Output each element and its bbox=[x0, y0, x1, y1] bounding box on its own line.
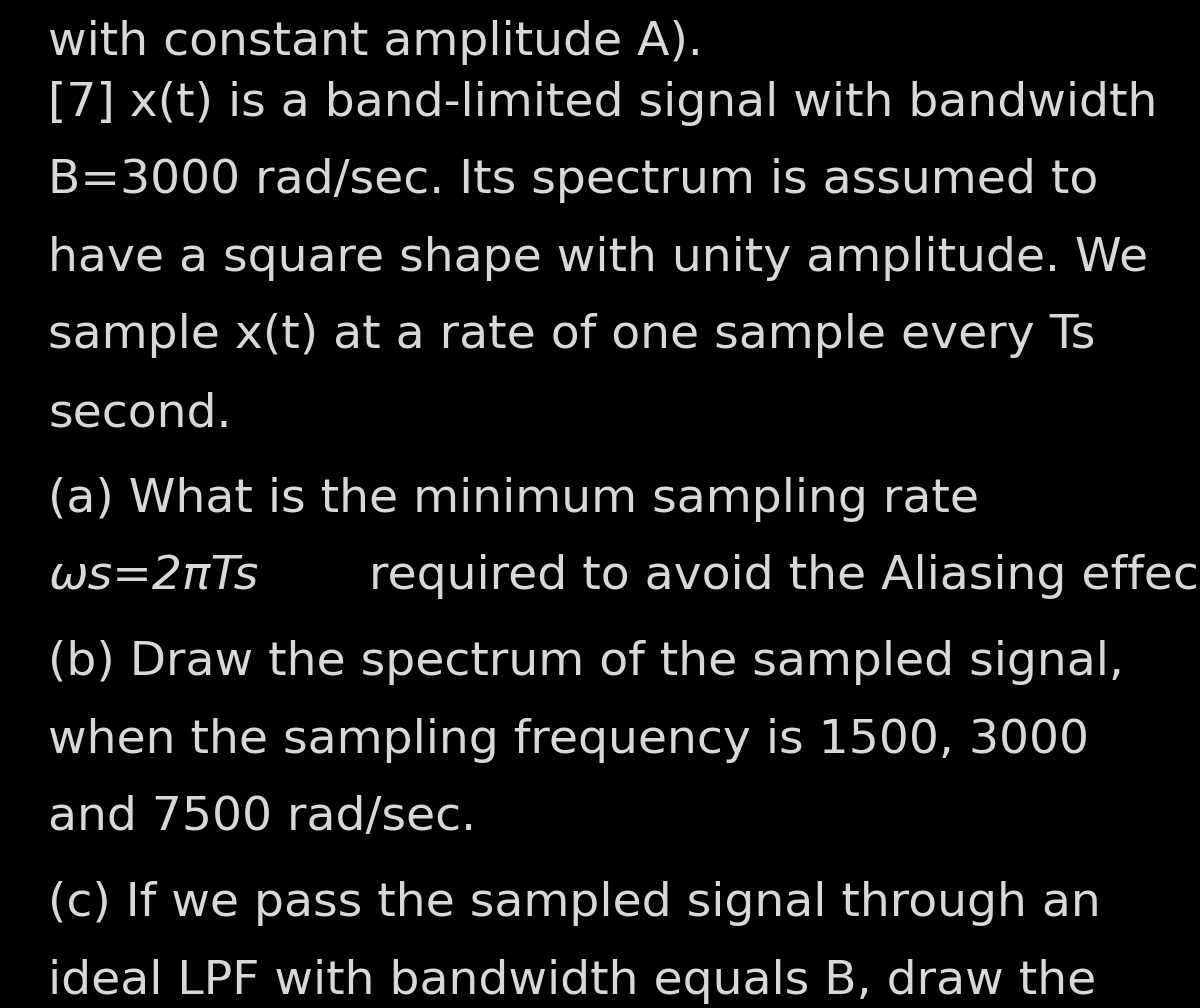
Text: required to avoid the Aliasing effect?: required to avoid the Aliasing effect? bbox=[354, 554, 1200, 600]
Text: ωs=2πTs: ωs=2πTs bbox=[48, 554, 258, 600]
Text: sample x(t) at a rate of one sample every Ts: sample x(t) at a rate of one sample ever… bbox=[48, 313, 1096, 359]
Text: second.: second. bbox=[48, 391, 232, 436]
Text: B=3000 rad/sec. Its spectrum is assumed to: B=3000 rad/sec. Its spectrum is assumed … bbox=[48, 158, 1098, 204]
Text: have a square shape with unity amplitude. We: have a square shape with unity amplitude… bbox=[48, 236, 1148, 281]
Text: (c) If we pass the sampled signal through an: (c) If we pass the sampled signal throug… bbox=[48, 881, 1100, 926]
Text: with constant amplitude A).: with constant amplitude A). bbox=[48, 20, 703, 66]
Text: [7] x(t) is a band-limited signal with bandwidth: [7] x(t) is a band-limited signal with b… bbox=[48, 81, 1157, 126]
Text: (a) What is the minimum sampling rate: (a) What is the minimum sampling rate bbox=[48, 477, 979, 522]
Text: (b) Draw the spectrum of the sampled signal,: (b) Draw the spectrum of the sampled sig… bbox=[48, 640, 1124, 685]
Text: ideal LPF with bandwidth equals B, draw the: ideal LPF with bandwidth equals B, draw … bbox=[48, 959, 1097, 1004]
Text: when the sampling frequency is 1500, 3000: when the sampling frequency is 1500, 300… bbox=[48, 718, 1090, 763]
Text: and 7500 rad/sec.: and 7500 rad/sec. bbox=[48, 795, 476, 841]
